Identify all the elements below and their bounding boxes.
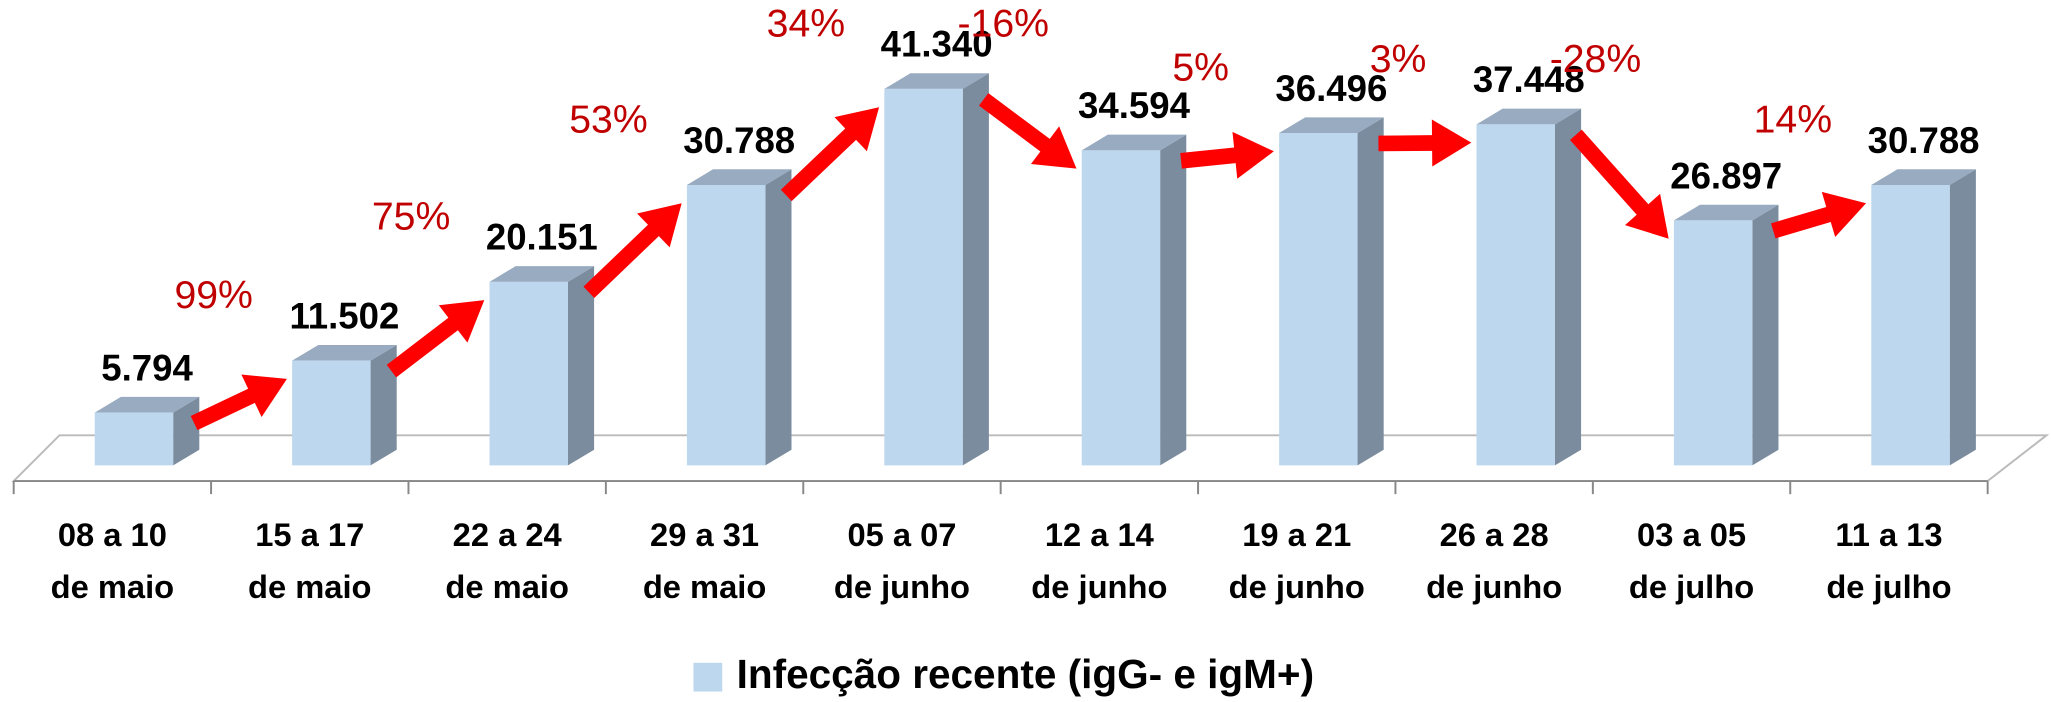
legend-label: Infecção recente (igG- e igM+) xyxy=(737,651,1314,697)
change-label: -28% xyxy=(1550,38,1642,81)
x-tick-label: de maio xyxy=(51,568,174,605)
bar-side xyxy=(1554,108,1582,466)
bar-top xyxy=(1871,169,1976,185)
change-label: 14% xyxy=(1754,99,1832,142)
bar-side xyxy=(173,396,200,466)
value-label: 41.340 xyxy=(881,24,993,65)
bar-top xyxy=(292,344,397,361)
change-arrow xyxy=(1378,119,1472,167)
change-label: 5% xyxy=(1172,47,1229,90)
bar xyxy=(1673,220,1753,466)
change-arrow xyxy=(978,93,1077,169)
x-tick-label: 19 a 21 xyxy=(1242,516,1351,553)
x-tick-label: de junho xyxy=(1229,568,1365,605)
x-tick-label: 22 a 24 xyxy=(453,516,562,553)
bar xyxy=(1476,124,1555,466)
bar-side xyxy=(1357,117,1384,466)
value-label: 20.151 xyxy=(486,217,598,258)
bar-top xyxy=(94,396,200,413)
x-tick-label: de junho xyxy=(1426,568,1562,605)
bar xyxy=(1081,150,1161,466)
change-arrow xyxy=(780,107,880,202)
bar xyxy=(292,360,371,466)
change-label: 99% xyxy=(174,274,252,317)
change-arrow xyxy=(1771,191,1867,239)
x-tick-label: de maio xyxy=(248,568,371,605)
bar-top xyxy=(489,266,595,282)
x-tick-label: 29 a 31 xyxy=(650,516,759,553)
change-arrow xyxy=(1180,131,1274,179)
value-label: 26.897 xyxy=(1670,155,1782,196)
value-label: 30.788 xyxy=(1868,120,1980,161)
bar xyxy=(686,184,766,466)
change-label: -16% xyxy=(958,3,1050,46)
x-tick-label: de julho xyxy=(1629,568,1754,605)
bar-side xyxy=(1949,169,1976,466)
x-tick-label: de junho xyxy=(1031,568,1167,605)
change-arrow xyxy=(190,374,287,431)
bar-side xyxy=(370,344,397,466)
x-tick-label: 08 a 10 xyxy=(58,516,167,553)
value-label: 5.794 xyxy=(101,347,193,388)
bar-side xyxy=(962,73,989,466)
bar-side xyxy=(1160,134,1187,466)
x-tick-label: 11 a 13 xyxy=(1835,516,1942,553)
bar-side xyxy=(1752,204,1779,466)
change-label: 75% xyxy=(372,195,450,238)
bar xyxy=(1279,133,1358,466)
value-label: 30.788 xyxy=(683,120,795,161)
x-tick-label: 15 a 17 xyxy=(255,516,364,553)
bar-top xyxy=(884,73,989,89)
bar-top xyxy=(1279,117,1384,134)
legend-swatch xyxy=(693,662,723,692)
change-label: 34% xyxy=(767,3,845,46)
bar xyxy=(489,281,568,466)
value-label: 34.594 xyxy=(1078,85,1191,126)
x-tick-label: de julho xyxy=(1826,568,1951,605)
value-label: 37.448 xyxy=(1473,59,1585,100)
x-tick-label: de maio xyxy=(445,568,568,605)
bar xyxy=(94,412,174,466)
bar-side xyxy=(567,266,595,466)
x-tick-label: 03 a 05 xyxy=(1637,516,1746,553)
bar xyxy=(1871,184,1950,466)
bar-top xyxy=(1673,204,1779,221)
change-label: 3% xyxy=(1370,38,1427,81)
x-tick-label: 26 a 28 xyxy=(1440,516,1549,553)
change-arrow xyxy=(1570,129,1669,239)
value-label: 11.502 xyxy=(289,295,399,336)
x-tick-label: de junho xyxy=(834,568,970,605)
change-arrow xyxy=(583,203,682,298)
x-tick-label: 12 a 14 xyxy=(1045,516,1154,553)
bar-side xyxy=(765,169,792,466)
bar-top xyxy=(686,169,792,185)
x-tick-label: de maio xyxy=(643,568,766,605)
bar xyxy=(884,88,963,466)
bar-top xyxy=(1081,134,1187,151)
value-label: 36.496 xyxy=(1275,68,1387,109)
x-tick-label: 05 a 07 xyxy=(847,516,956,553)
bar-top xyxy=(1476,108,1582,125)
change-arrow xyxy=(386,300,485,378)
change-label: 53% xyxy=(569,99,647,142)
